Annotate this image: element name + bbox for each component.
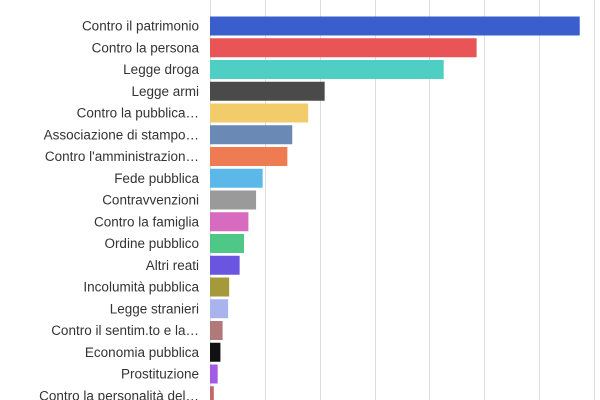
bar-3[interactable] [210,81,325,101]
bar-1[interactable] [210,38,477,58]
bar-10[interactable] [210,234,245,253]
bar-9[interactable] [210,212,249,232]
category-label-16: Prostituzione [121,367,199,382]
bar-11[interactable] [210,255,240,275]
bar-7[interactable] [210,168,263,188]
category-label-1: Contro la persona [92,40,200,55]
bar-13[interactable] [210,299,229,319]
bar-17[interactable] [210,386,214,400]
category-label-3: Legge armi [131,84,199,99]
bar-2[interactable] [210,60,444,79]
category-label-2: Legge droga [123,62,199,77]
bar-8[interactable] [210,190,257,210]
category-label-11: Altri reati [146,258,199,273]
bar-16[interactable] [210,364,218,384]
category-label-10: Ordine pubblico [104,236,199,251]
category-label-5: Associazione di stampo… [44,127,199,142]
category-label-15: Economia pubblica [85,345,200,360]
category-label-12: Incolumità pubblica [83,280,199,295]
category-label-0: Contro il patrimonio [82,19,199,34]
bar-4[interactable] [210,103,309,123]
bar-15[interactable] [210,342,221,362]
category-label-6: Contro l'amministrazion… [45,149,199,164]
bars [210,16,580,400]
category-labels: Contro il patrimonio Contro la persona Leg… [39,19,199,400]
category-label-4: Contro la pubblica… [77,106,199,121]
bar-5[interactable] [210,125,293,145]
category-label-9: Contro la famiglia [94,214,200,229]
category-label-17: Contro la personalità del… [39,388,199,400]
category-label-8: Contravvenzioni [102,193,199,208]
bar-12[interactable] [210,277,230,297]
bar-14[interactable] [210,321,223,340]
category-label-7: Fede pubblica [114,171,199,186]
category-label-13: Legge stranieri [110,301,199,316]
category-label-14: Contro il sentim.to e la… [51,323,199,338]
bar-6[interactable] [210,147,288,166]
bar-0[interactable] [210,16,580,36]
